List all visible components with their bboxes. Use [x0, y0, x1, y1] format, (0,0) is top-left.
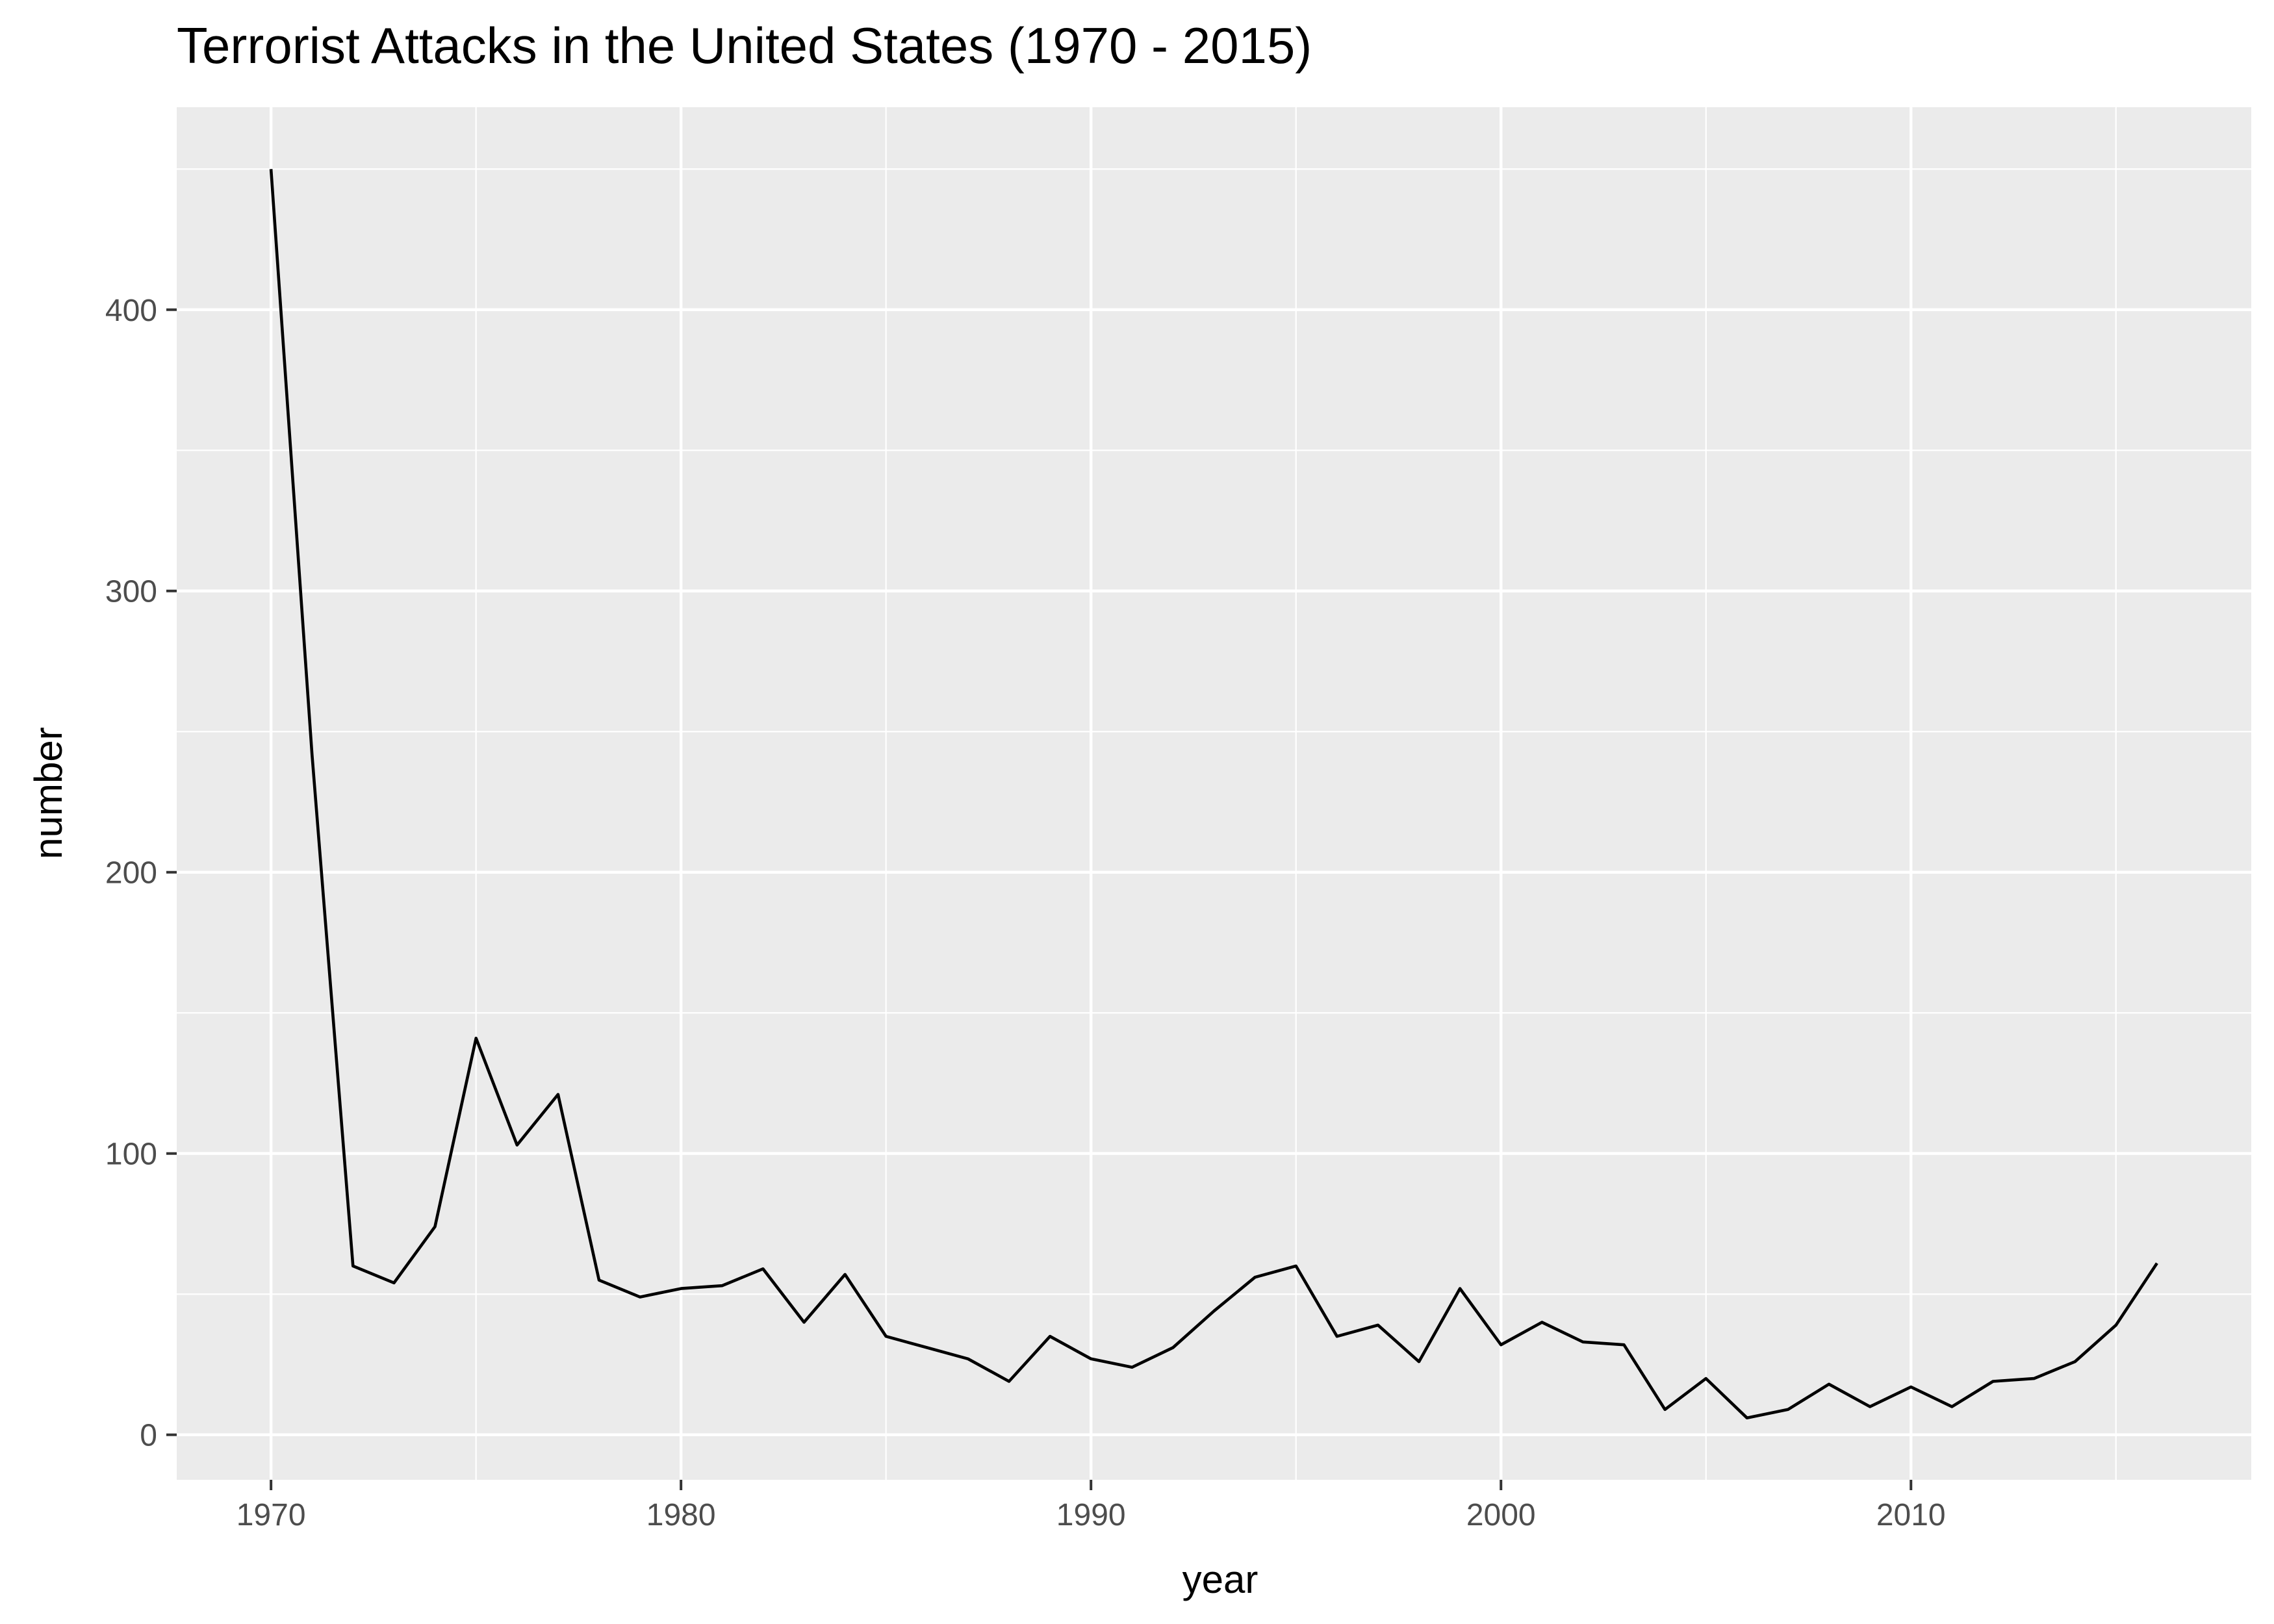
- x-tick-label: 2000: [1466, 1498, 1536, 1532]
- series-line: [269, 169, 2158, 1419]
- y-tick-label: 100: [105, 1137, 157, 1172]
- series-layer: [269, 169, 2158, 1419]
- axis-ticks: [166, 308, 1913, 1490]
- major-gridlines: [177, 107, 2251, 1480]
- x-tick-label: 1990: [1056, 1498, 1126, 1532]
- plot-panel: [177, 107, 2251, 1480]
- y-tick-label: 400: [105, 294, 157, 328]
- y-axis-title: number: [27, 727, 70, 859]
- x-axis-tick-labels: 1970 1980 1990 2000 2010: [236, 1498, 1946, 1532]
- y-axis-tick-labels: 0 100 200 300 400: [105, 294, 157, 1453]
- x-tick-label: 1980: [646, 1498, 716, 1532]
- x-axis-title: year: [1182, 1558, 1258, 1601]
- y-tick-label: 200: [105, 856, 157, 891]
- y-tick-label: 0: [140, 1419, 157, 1453]
- chart-title: Terrorist Attacks in the United States (…: [177, 17, 1312, 74]
- minor-gridlines: [177, 107, 2251, 1480]
- x-tick-label: 1970: [236, 1498, 306, 1532]
- y-tick-label: 300: [105, 575, 157, 609]
- x-tick-label: 2010: [1876, 1498, 1946, 1532]
